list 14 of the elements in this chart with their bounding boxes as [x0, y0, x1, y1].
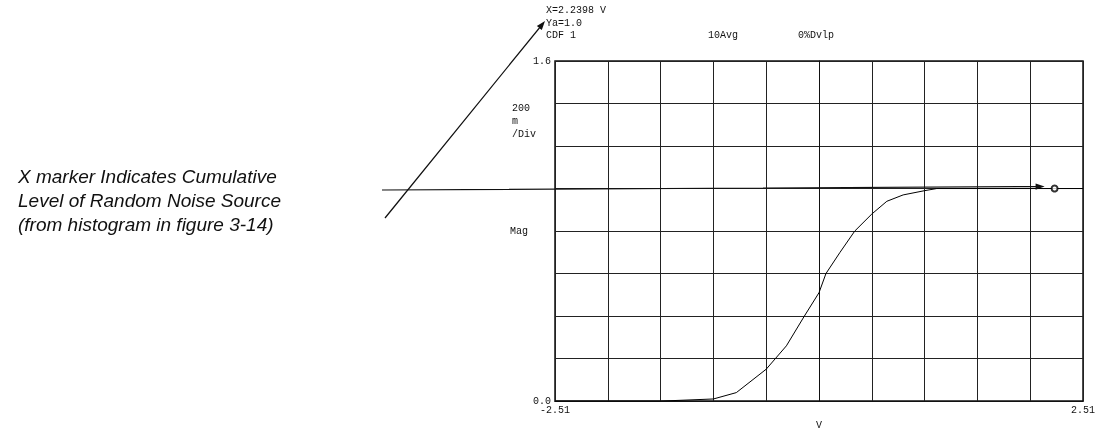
text: X=2.2398 V	[546, 5, 607, 16]
y-tick-label: 1.6	[532, 55, 551, 67]
x-tick-label: -2.51	[539, 404, 571, 416]
line-series	[554, 188, 1084, 402]
text: 10Avg	[708, 30, 739, 41]
x-tick-label: 2.51	[1070, 404, 1096, 416]
y-tick-label: 0.0	[532, 395, 551, 407]
y-axis-title: Mag	[510, 225, 529, 237]
text: Ya=1.0	[546, 18, 583, 29]
text: 200 m /Div	[512, 103, 537, 140]
x-axis-title: V	[815, 419, 823, 431]
text: 0%Dvlp	[798, 30, 835, 41]
text: X marker Indicates Cumulative Level of Random Noise Source (from histogram in figure 3-14)	[17, 165, 281, 235]
text: CDF 1	[546, 30, 577, 41]
